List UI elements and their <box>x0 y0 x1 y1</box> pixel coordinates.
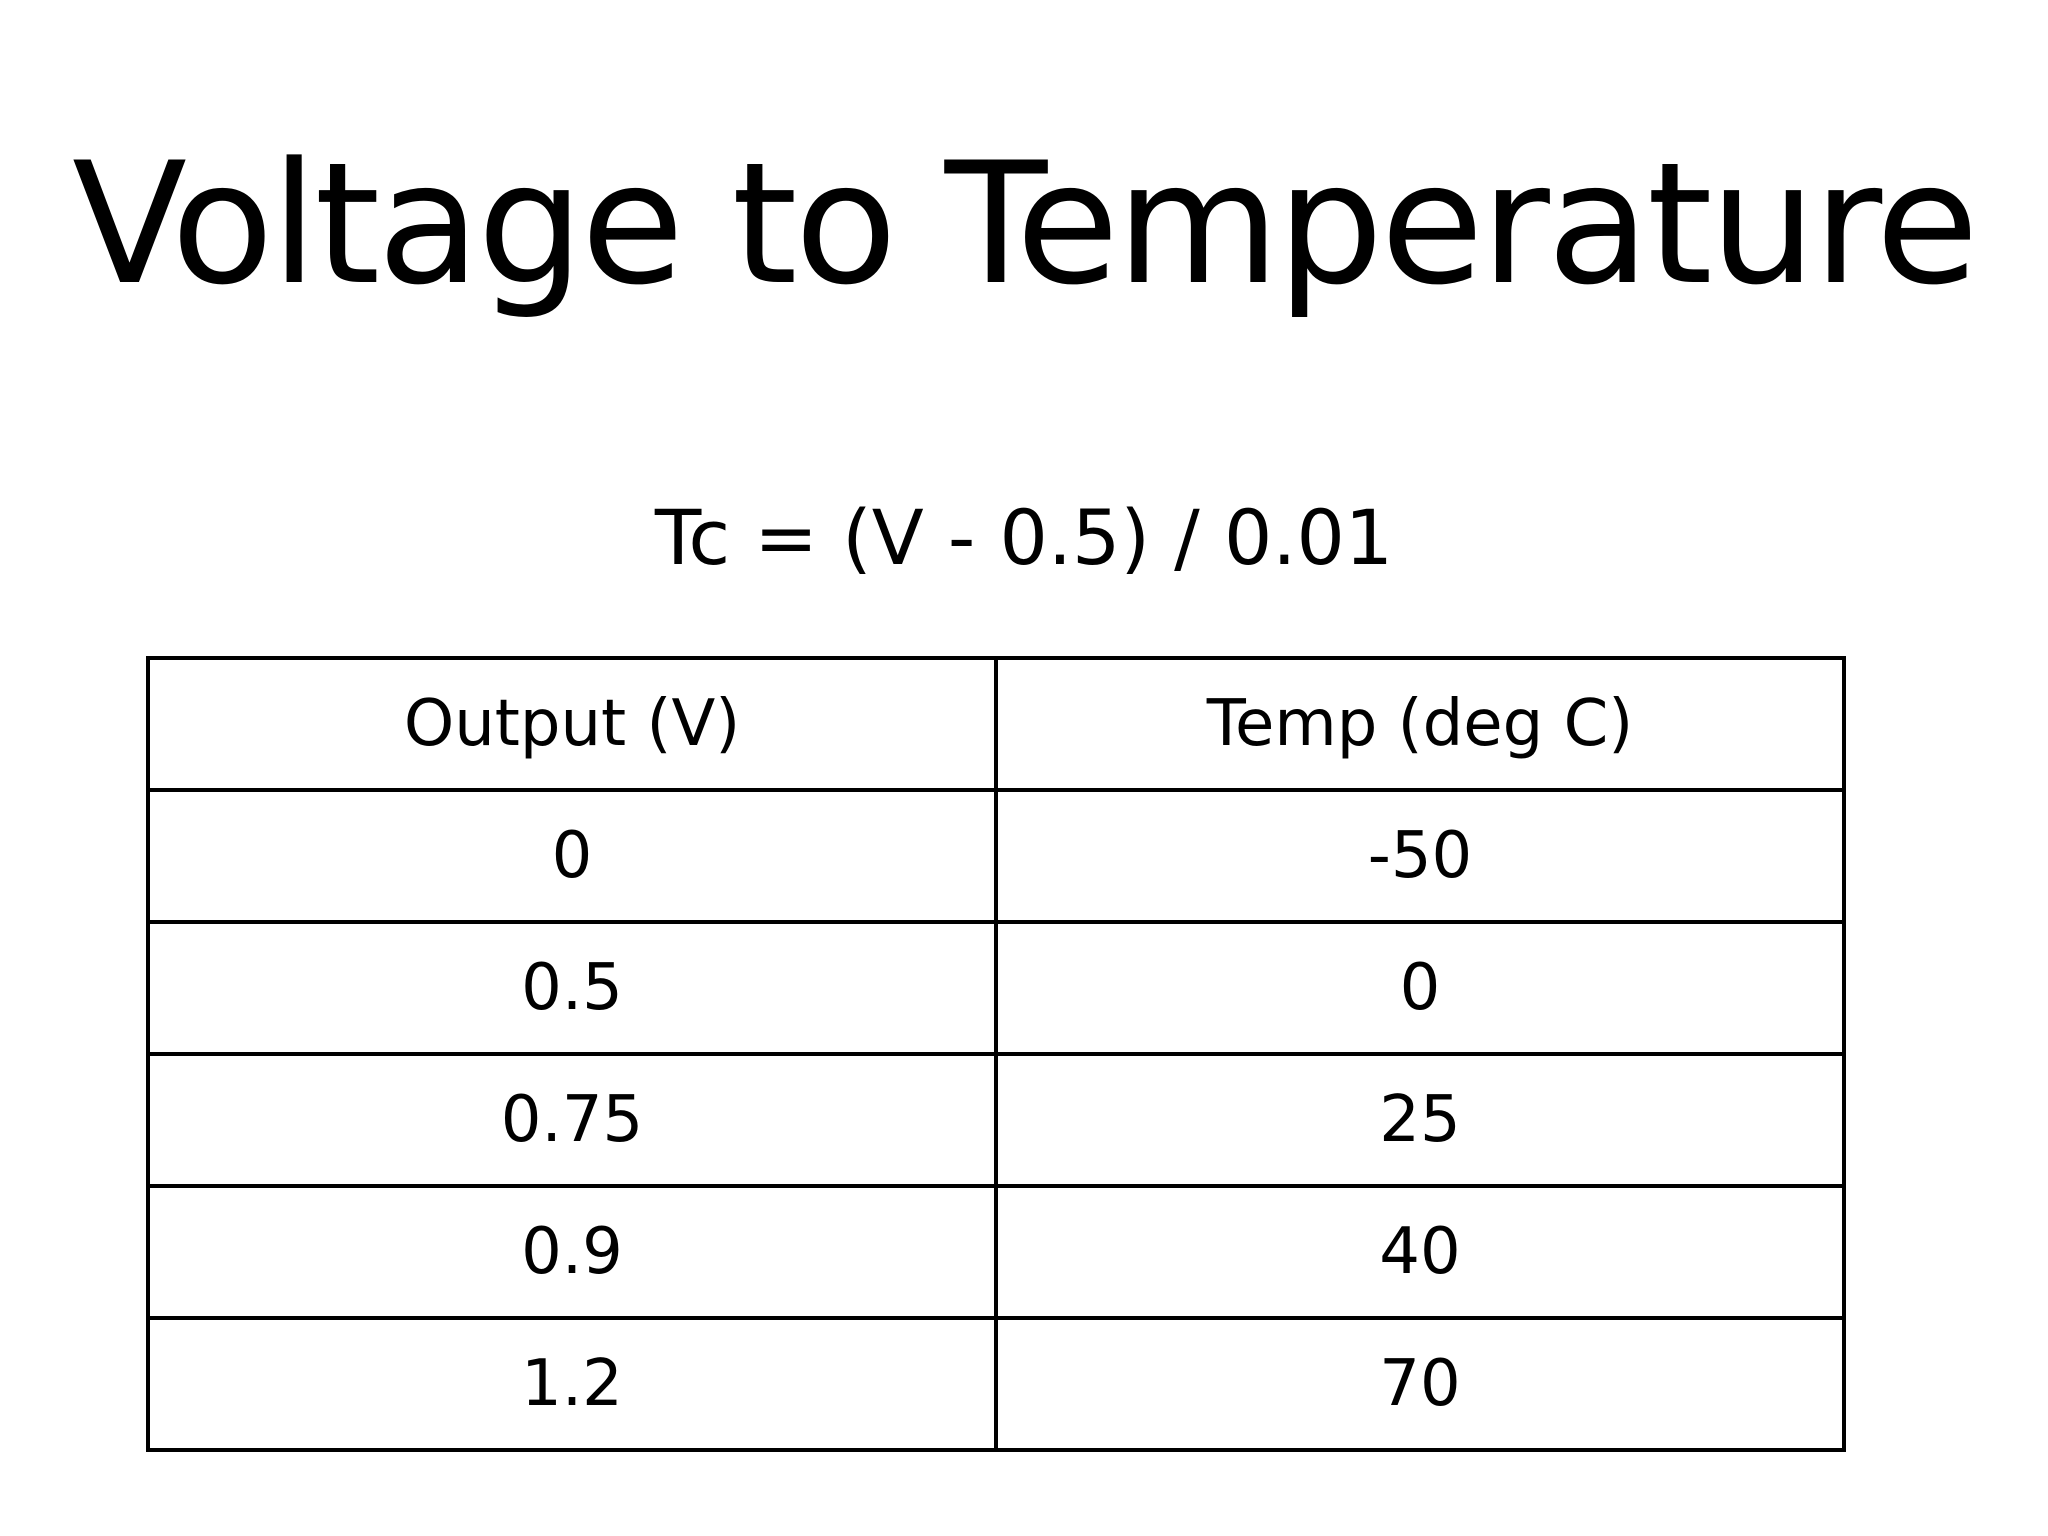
cell-temp: 70 <box>994 1316 1846 1452</box>
table-header-row: Output (V) Temp (deg C) <box>146 656 1846 792</box>
cell-output: 0.5 <box>146 920 998 1056</box>
table-row: 0.9 40 <box>146 1184 1846 1320</box>
table-row: 1.2 70 <box>146 1316 1846 1452</box>
table-row: 0 -50 <box>146 788 1846 924</box>
cell-output: 1.2 <box>146 1316 998 1452</box>
cell-temp: 25 <box>994 1052 1846 1188</box>
column-header-temp: Temp (deg C) <box>994 656 1846 792</box>
cell-output: 0.9 <box>146 1184 998 1320</box>
column-header-output: Output (V) <box>146 656 998 792</box>
voltage-temperature-table: Output (V) Temp (deg C) 0 -50 0.5 0 0.75… <box>146 656 1846 1452</box>
cell-output: 0.75 <box>146 1052 998 1188</box>
cell-temp: 40 <box>994 1184 1846 1320</box>
slide-title: Voltage to Temperature <box>72 126 1979 322</box>
table-row: 0.75 25 <box>146 1052 1846 1188</box>
cell-temp: -50 <box>994 788 1846 924</box>
cell-temp: 0 <box>994 920 1846 1056</box>
formula: Tc = (V - 0.5) / 0.01 <box>654 493 1394 582</box>
table-row: 0.5 0 <box>146 920 1846 1056</box>
cell-output: 0 <box>146 788 998 924</box>
